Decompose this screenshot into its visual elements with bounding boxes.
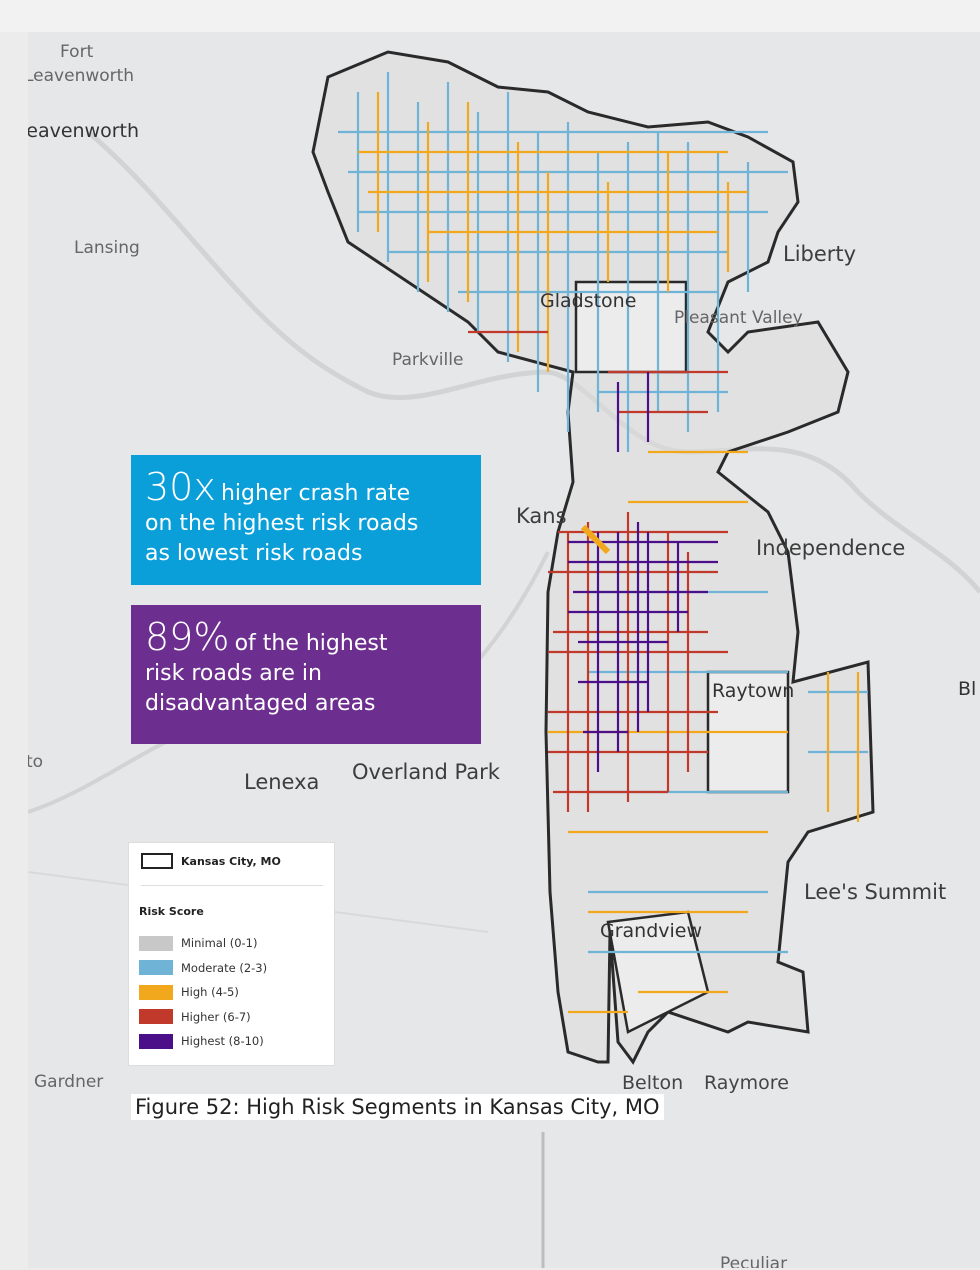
place-label-kansas: Kans [516,504,567,528]
legend-risk-title: Risk Score [139,905,204,918]
legend-risk-items: Minimal (0-1) Moderate (2-3) High (4-5) … [139,931,267,1054]
legend-swatch [139,935,173,951]
place-label-lenexa: Lenexa [244,770,320,794]
legend-item-label: Higher (6-7) [181,1009,251,1024]
legend-city-label: Kansas City, MO [181,854,281,868]
map-canvas[interactable]: Fort Leavenworth Leavenworth Lansing Lib… [28,32,980,1268]
place-label-pleasant-valley: Pleasant Valley [674,308,803,328]
place-label-overland-park: Overland Park [352,760,500,784]
legend-swatch [139,1033,173,1049]
figure-caption: Figure 52: High Risk Segments in Kansas … [131,1094,664,1120]
kansas-city-boundary [311,50,875,1065]
callout-crash-lead: higher crash rate [220,481,411,506]
legend-item: Moderate (2-3) [139,956,267,981]
page-margin [0,0,980,32]
place-label-gardner: Gardner [34,1072,104,1092]
legend-item: Higher (6-7) [139,1005,267,1030]
legend-item-label: High (4-5) [181,985,239,1000]
legend-item-label: Highest (8-10) [181,1034,264,1049]
callout-disadv-lead: of the highest [234,631,388,656]
risk-road-network [338,72,868,1014]
legend-item: High (4-5) [139,980,267,1005]
place-label-raymore: Raymore [704,1072,789,1094]
place-label-peculiar: Peculiar [720,1254,788,1268]
place-label-gladstone: Gladstone [540,290,637,312]
legend-swatch [139,960,173,976]
legend-item-label: Moderate (2-3) [181,960,268,975]
legend-divider [141,885,323,886]
legend-city-swatch [141,853,173,869]
place-label-liberty: Liberty [783,242,857,266]
legend-swatch [139,1009,173,1025]
legend-city-entry: Kansas City, MO [141,853,281,869]
map-graphics [28,50,980,1268]
place-label-fort: Fort [60,42,94,62]
callout-crash-number: 30x [145,465,216,509]
callout-disadv-line-2: risk roads are in [145,661,322,686]
legend-swatch [139,984,173,1000]
legend-item: Highest (8-10) [139,1029,267,1054]
place-label-leavenworth: Leavenworth [28,120,140,142]
callout-crash-rate: 30x higher crash rate on the highest ris… [131,455,481,585]
callout-disadvantaged: 89% of the highest risk roads are in dis… [131,605,481,744]
place-label-grandview: Grandview [600,920,703,942]
place-label-independence: Independence [756,536,906,560]
callout-crash-line-2: on the highest risk roads [145,511,419,536]
callout-crash-line-3: as lowest risk roads [145,541,363,566]
callout-disadv-line-3: disadvantaged areas [145,691,376,716]
place-label-to: to [28,752,44,772]
legend-item: Minimal (0-1) [139,931,267,956]
place-label-fort-leavenworth: Leavenworth [28,66,135,86]
place-label-lees-summit: Lee's Summit [804,880,947,904]
callout-disadv-number: 89% [145,615,230,659]
place-label-blue: Bl [958,678,977,700]
legend-item-label: Minimal (0-1) [181,936,258,951]
place-label-parkville: Parkville [392,350,464,370]
place-label-belton: Belton [622,1072,684,1094]
place-label-lansing: Lansing [74,238,140,258]
map-legend: Kansas City, MO Risk Score Minimal (0-1)… [128,842,335,1066]
place-label-raytown: Raytown [712,680,795,702]
